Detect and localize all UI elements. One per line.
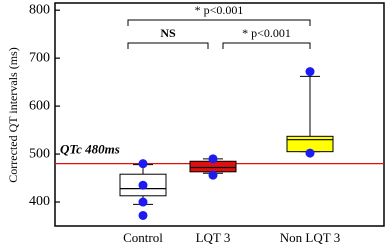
y-tick-label: 500 bbox=[29, 146, 50, 161]
annotation: * p<0.001 bbox=[195, 3, 244, 17]
annotation: NS bbox=[160, 26, 176, 40]
plot-frame bbox=[54, 2, 385, 227]
data-point bbox=[305, 67, 315, 77]
data-point bbox=[138, 197, 148, 207]
data-point bbox=[305, 148, 315, 158]
reference-label: QTc 480ms bbox=[60, 142, 120, 157]
data-point bbox=[138, 210, 148, 220]
annotation: * p<0.001 bbox=[242, 26, 291, 40]
x-tick-label: Non LQT 3 bbox=[280, 230, 340, 245]
bracket bbox=[222, 42, 311, 49]
data-point bbox=[208, 170, 218, 180]
x-tick-label: LQT 3 bbox=[196, 230, 231, 245]
y-tick-label: 800 bbox=[29, 2, 50, 17]
y-axis-label: Corrected QT intervals (ms) bbox=[6, 47, 20, 182]
data-point bbox=[208, 154, 218, 164]
y-tick-label: 400 bbox=[29, 194, 50, 209]
x-tick-label: Control bbox=[123, 230, 163, 245]
y-tick-label: 700 bbox=[29, 50, 50, 65]
data-point bbox=[138, 159, 148, 169]
data-point bbox=[138, 180, 148, 190]
bracket bbox=[127, 42, 209, 49]
y-tick-label: 600 bbox=[29, 98, 50, 113]
bracket bbox=[127, 19, 311, 26]
